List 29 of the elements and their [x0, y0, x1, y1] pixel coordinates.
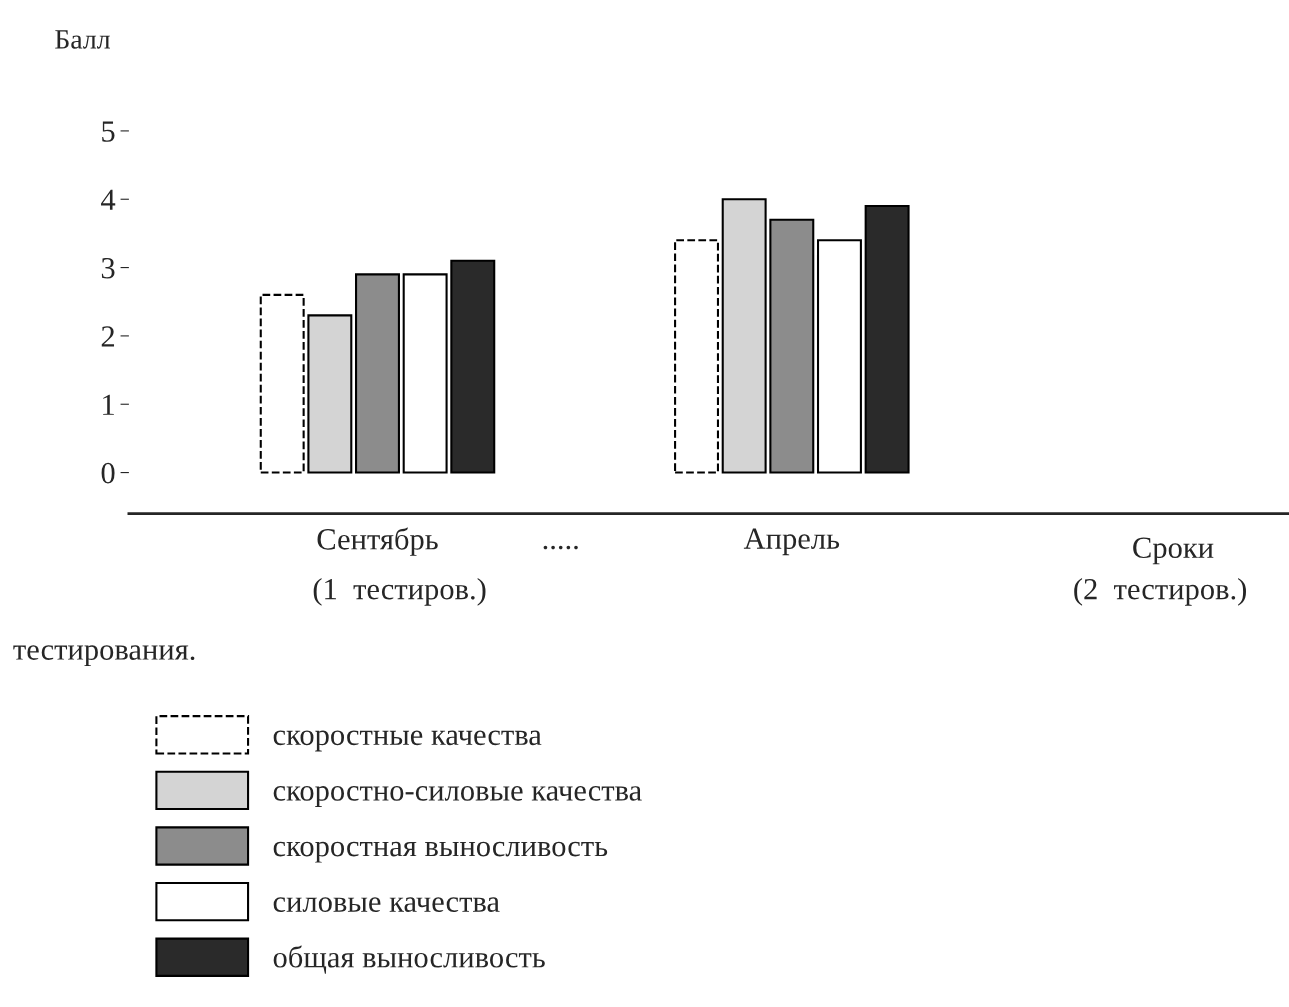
y-tick-label: 5	[102, 121, 115, 142]
bar	[721, 198, 767, 474]
bar	[355, 273, 400, 474]
legend-label: скоростно-силовые качества	[273, 786, 642, 807]
bar	[769, 218, 815, 474]
text: .....	[543, 545, 578, 550]
bar	[816, 239, 862, 474]
y-tick-label: 1	[103, 394, 114, 415]
text: (1 тестиров.)	[313, 577, 486, 606]
bar	[259, 293, 305, 474]
legend-label: скоростные качества	[273, 730, 542, 752]
legend-label: скоростная выносливость	[273, 841, 608, 863]
bar	[307, 314, 353, 474]
y-tick-label: 3	[101, 257, 115, 279]
bar	[864, 205, 910, 474]
x-tick-label: Апрель	[743, 528, 840, 556]
legend-label: общая выносливость	[273, 945, 545, 974]
bar	[402, 273, 448, 474]
x-axis-title: Сроки	[1133, 537, 1214, 565]
y-axis-title: Балл	[55, 30, 110, 49]
y-tick-label: 2	[101, 326, 115, 347]
text: (2 тестиров.)	[1074, 577, 1246, 606]
bar	[674, 239, 719, 474]
legend-label: силовые качества	[273, 897, 500, 913]
text: тестирования.	[13, 645, 195, 667]
y-tick-label: 0	[101, 462, 115, 484]
y-tick-label: 4	[101, 189, 116, 210]
bar	[450, 259, 496, 474]
x-tick-label: Сентябрь	[317, 527, 438, 556]
